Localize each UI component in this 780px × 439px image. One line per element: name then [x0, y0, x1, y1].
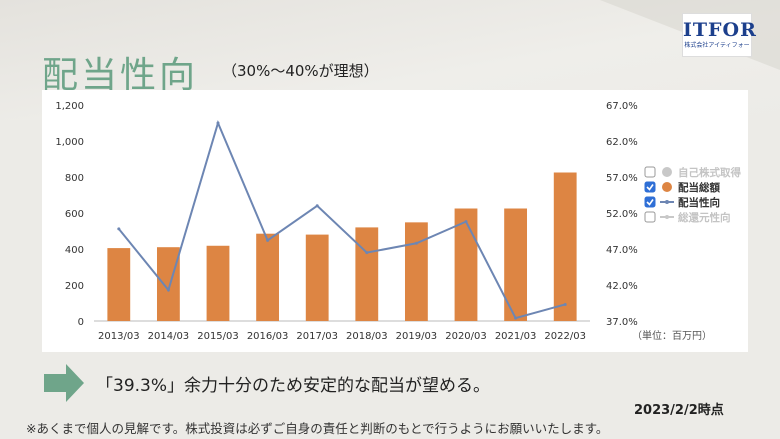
- payout-ratio-point-2016/03: [266, 238, 270, 242]
- legend-checkbox: [644, 181, 656, 193]
- bar-2020/03: [454, 208, 478, 321]
- payout-ratio-point-2022/03: [563, 302, 567, 306]
- payout-ratio-point-2014/03: [166, 288, 170, 292]
- legend-line-marker-icon: [665, 215, 669, 219]
- as-of-date: 2023/2/2時点: [634, 403, 724, 418]
- x-axis-tick-label: 2014/03: [148, 331, 190, 342]
- slide-subtitle: （30%〜40%が理想）: [222, 62, 379, 80]
- logo-subtext: 株式会社アイティフォー: [684, 42, 750, 49]
- left-axis-tick-label: 600: [65, 209, 84, 220]
- legend-dot-icon: [662, 167, 672, 177]
- payout-ratio-line: [118, 120, 566, 320]
- x-axis-tick-label: 2020/03: [445, 331, 487, 342]
- legend-label: 配当性向: [678, 196, 720, 209]
- x-axis-tick-label: 2013/03: [98, 331, 140, 342]
- left-axis-tick-label: 1,000: [55, 137, 84, 148]
- left-axis-tick-label: 800: [65, 173, 84, 184]
- bar-2014/03: [156, 247, 180, 321]
- disclaimer: ※あくまで個人の見解です。株式投資は必ずご自身の責任と判断のもとで行うようにお願…: [26, 421, 609, 436]
- payout-ratio-point-2018/03: [365, 251, 369, 255]
- bar-2013/03: [107, 248, 131, 321]
- bar-2022/03: [553, 172, 577, 321]
- right-axis-tick-label: 42.0%: [606, 281, 638, 292]
- right-axis-tick-label: 47.0%: [606, 245, 638, 256]
- legend-checkbox: [644, 196, 656, 208]
- bar-2015/03: [206, 245, 230, 321]
- company-logo: ITFOR 株式会社アイティフォー: [682, 13, 757, 57]
- bar-2017/03: [305, 234, 329, 321]
- legend-line-marker-icon: [665, 200, 669, 204]
- x-axis-tick-label: 2018/03: [346, 331, 388, 342]
- key-message: 「39.3%」余力十分のため安定的な配当が望める。: [96, 376, 491, 396]
- x-axis-tick-label: 2016/03: [247, 331, 289, 342]
- arrow-right-icon: [44, 364, 84, 402]
- payout-ratio-point-2021/03: [514, 316, 518, 320]
- right-axis-tick-label: 67.0%: [606, 101, 638, 112]
- right-axis-tick-label: 52.0%: [606, 209, 638, 220]
- payout-ratio-point-2020/03: [464, 220, 468, 224]
- dividend-chart: 0 200 400 600 800 1,000 1,200 37.0% 42.0% 47.0% 52…: [55, 101, 741, 342]
- bar-2019/03: [404, 222, 428, 321]
- left-axis-tick-label: 400: [65, 245, 84, 256]
- check-icon: [646, 199, 654, 206]
- right-axis-tick-label: 62.0%: [606, 137, 638, 148]
- legend-dot-icon: [662, 182, 672, 192]
- x-axis-tick-label: 2019/03: [396, 331, 438, 342]
- check-icon: [646, 184, 654, 191]
- logo-mark: ITFOR: [683, 19, 757, 41]
- payout-ratio-point-2019/03: [414, 241, 418, 245]
- payout-ratio-point-2013/03: [117, 227, 121, 231]
- payout-ratio-point-2017/03: [315, 204, 319, 208]
- left-axis-tick-label: 200: [65, 281, 84, 292]
- x-axis-tick-label: 2022/03: [544, 331, 586, 342]
- legend-label: 総還元性向: [678, 211, 731, 224]
- bar-2018/03: [355, 227, 379, 321]
- bar-2016/03: [256, 233, 280, 321]
- x-axis-tick-label: 2015/03: [197, 331, 239, 342]
- chart-panel: 0 200 400 600 800 1,000 1,200 37.0% 42.0% 47.0% 52…: [42, 90, 748, 352]
- right-axis-tick-label: 37.0%: [606, 317, 638, 328]
- legend-label: 配当総額: [678, 181, 720, 194]
- right-axis-tick-label: 57.0%: [606, 173, 638, 184]
- legend-label: 自己株式取得: [678, 166, 741, 179]
- payout-ratio-point-2015/03: [216, 121, 220, 125]
- left-axis-tick-label: 0: [78, 317, 84, 328]
- legend-checkbox: [644, 211, 656, 223]
- bar-2021/03: [504, 208, 528, 321]
- x-axis-tick-label: 2017/03: [296, 331, 338, 342]
- left-axis-tick-label: 1,200: [55, 101, 84, 112]
- slide-title: 配当性向: [42, 55, 199, 96]
- unit-label: （単位：百万円）: [632, 329, 712, 342]
- x-axis-tick-label: 2021/03: [495, 331, 537, 342]
- legend-checkbox: [644, 166, 656, 178]
